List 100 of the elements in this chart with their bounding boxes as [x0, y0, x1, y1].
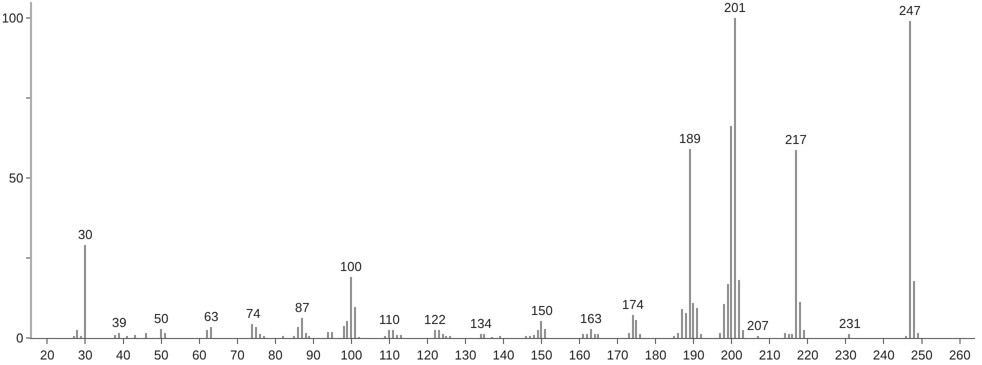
bar — [354, 307, 356, 338]
bar — [791, 334, 793, 338]
y-tick-label: 100 — [2, 10, 24, 26]
bar — [803, 330, 805, 338]
x-tick-label: 80 — [268, 348, 283, 363]
annotation: 74 — [246, 306, 260, 321]
bar — [305, 333, 307, 338]
bar — [331, 332, 333, 338]
bar — [259, 334, 261, 338]
bar — [677, 333, 679, 338]
x-tick-label: 120 — [416, 348, 438, 363]
annotation: 30 — [78, 227, 92, 242]
bar — [145, 333, 147, 338]
annotation: 100 — [340, 259, 362, 274]
bar — [346, 321, 348, 338]
annotation: 217 — [785, 132, 807, 147]
bar — [434, 330, 436, 338]
x-tick-label: 170 — [606, 348, 628, 363]
bar — [628, 333, 630, 338]
bar — [438, 330, 440, 338]
x-tick-label: 200 — [720, 348, 742, 363]
x-tick-label: 140 — [492, 348, 514, 363]
x-tick-label: 160 — [568, 348, 590, 363]
bar — [114, 335, 116, 338]
bar — [400, 335, 402, 338]
x-tick-label: 50 — [154, 348, 169, 363]
x-tick-label: 250 — [910, 348, 933, 363]
x-tick-label: 110 — [379, 348, 400, 363]
x-tick-label: 180 — [644, 348, 666, 363]
bar — [388, 330, 390, 338]
bar — [909, 21, 911, 338]
annotation: 163 — [580, 311, 602, 326]
bar — [795, 150, 797, 338]
bar — [848, 334, 850, 338]
x-tick-label: 150 — [530, 348, 552, 363]
bar — [734, 18, 736, 338]
bar — [76, 330, 78, 338]
bar — [913, 281, 915, 338]
bar — [327, 332, 329, 338]
annotation: 50 — [154, 311, 168, 326]
bar — [350, 277, 352, 338]
bar — [483, 334, 485, 338]
annotation: 231 — [839, 316, 861, 331]
annotation: 201 — [724, 0, 746, 15]
x-tick-label: 70 — [230, 348, 245, 363]
bar — [480, 334, 482, 338]
annotation: 63 — [204, 309, 218, 324]
bar — [590, 329, 592, 338]
x-tick-label: 30 — [78, 348, 92, 363]
bar — [251, 324, 253, 338]
bar — [799, 302, 801, 338]
annotation: 134 — [470, 316, 492, 331]
bar — [160, 329, 162, 338]
bar — [681, 309, 683, 338]
y-tick-label: 50 — [8, 170, 24, 186]
bar — [255, 327, 257, 338]
annotation: 87 — [295, 300, 310, 315]
x-tick-label: 90 — [306, 348, 321, 363]
bar — [730, 126, 732, 338]
bar — [206, 330, 208, 338]
bar — [917, 333, 919, 338]
annotation: 247 — [899, 3, 921, 18]
bar — [738, 280, 740, 338]
x-tick-label: 210 — [758, 348, 781, 363]
bar — [742, 330, 744, 338]
annotation: 174 — [622, 297, 644, 312]
bar — [586, 334, 588, 338]
bar — [392, 330, 394, 338]
x-tick-label: 190 — [682, 348, 704, 363]
x-tick-label: 220 — [796, 348, 819, 363]
x-tick-label: 260 — [948, 348, 971, 363]
bar — [544, 329, 546, 338]
annotation: 189 — [679, 131, 701, 146]
bar — [639, 334, 641, 338]
bar — [164, 333, 166, 338]
annotation: 150 — [531, 303, 553, 318]
bar — [84, 245, 86, 338]
bar — [540, 321, 542, 338]
x-tick-label: 240 — [872, 348, 895, 363]
bar — [723, 304, 725, 338]
bar — [301, 318, 303, 338]
bar — [689, 149, 691, 338]
bar — [696, 308, 698, 338]
x-tick-label: 100 — [340, 348, 362, 363]
bar — [784, 333, 786, 338]
x-tick-label: 60 — [192, 348, 207, 363]
bar — [788, 334, 790, 338]
annotation: 110 — [379, 312, 400, 327]
annotation: 122 — [424, 312, 446, 327]
annotation: 207 — [747, 318, 769, 333]
bar — [533, 335, 535, 338]
bar — [442, 334, 444, 338]
bar — [134, 335, 136, 338]
bar — [700, 334, 702, 338]
bar — [685, 313, 687, 338]
bar — [297, 327, 299, 338]
bar — [594, 334, 596, 338]
annotation: 39 — [112, 315, 126, 330]
x-tick-label: 40 — [116, 348, 130, 363]
bar — [582, 334, 584, 338]
